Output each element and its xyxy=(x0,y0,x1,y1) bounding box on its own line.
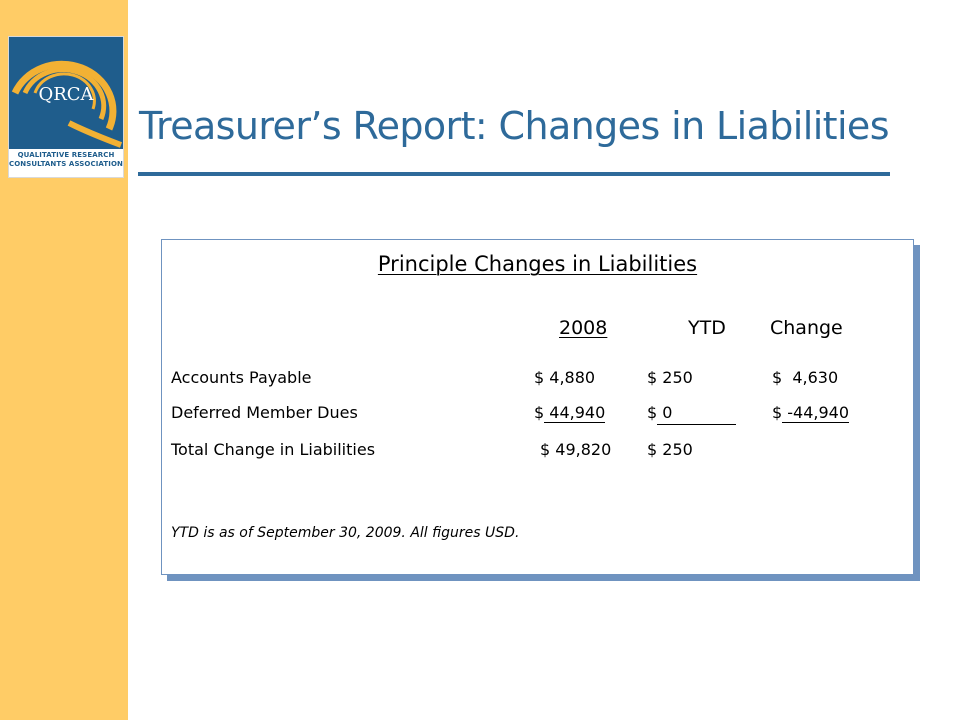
cell-change: $ -44,940 xyxy=(772,402,850,424)
underlined-value: 44,940 xyxy=(544,403,606,423)
column-header-ytd: YTD xyxy=(688,317,726,339)
column-header-2008: 2008 xyxy=(559,317,608,339)
row-label-accounts-payable: Accounts Payable xyxy=(171,368,312,387)
logo-caption: QUALITATIVE RESEARCH CONSULTANTS ASSOCIA… xyxy=(9,151,123,169)
cell-change: $ 4,630 xyxy=(772,368,839,387)
slide-title: Treasurer’s Report: Changes in Liabiliti… xyxy=(139,104,889,148)
liabilities-panel: Principle Changes in Liabilities 2008 YT… xyxy=(161,239,914,575)
qrca-emblem-icon: QRCA xyxy=(9,37,123,149)
row-label-total-change: Total Change in Liabilities xyxy=(171,440,376,459)
currency-symbol: $ xyxy=(772,403,783,422)
cell-2008: $ 44,940 xyxy=(534,402,606,424)
currency-symbol: $ xyxy=(647,403,658,422)
column-header-change: Change xyxy=(770,317,843,339)
logo-caption-line: QUALITATIVE RESEARCH xyxy=(17,151,115,159)
logo-caption-line: CONSULTANTS ASSOCIATION xyxy=(9,160,123,168)
title-divider xyxy=(138,172,890,176)
underlined-value: -44,940 xyxy=(782,403,850,423)
cell-ytd: $ 250 xyxy=(647,368,693,387)
row-label-deferred-member-dues: Deferred Member Dues xyxy=(171,403,358,422)
logo-wordmark: QRCA xyxy=(38,84,94,105)
cell-ytd: $ 250 xyxy=(647,440,693,459)
footnote: YTD is as of September 30, 2009. All fig… xyxy=(171,525,520,541)
cell-2008: $ 4,880 xyxy=(534,368,596,387)
qrca-logo: QRCA QUALITATIVE RESEARCH CONSULTANTS AS… xyxy=(8,36,124,178)
currency-symbol: $ xyxy=(534,403,545,422)
panel-heading: Principle Changes in Liabilities xyxy=(377,252,698,276)
cell-2008: $ 49,820 xyxy=(540,440,612,459)
underlined-value: 0 xyxy=(657,402,737,425)
cell-ytd: $ 0 xyxy=(647,402,737,425)
